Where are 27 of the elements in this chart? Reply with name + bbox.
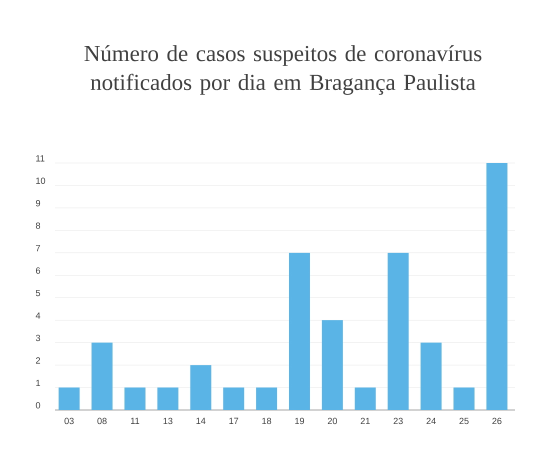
y-tick-label: 5 xyxy=(36,290,40,296)
y-tick-label: 1 xyxy=(36,380,40,386)
x-tick-label: 14 xyxy=(196,418,206,424)
x-tick-label: 17 xyxy=(229,418,238,424)
x-tick-label: 08 xyxy=(97,418,107,424)
x-tick-label: 25 xyxy=(459,418,469,424)
y-tick-label: 0 xyxy=(36,402,40,408)
y-tick-label: 8 xyxy=(36,222,40,229)
chart-title: Número de casos suspeitos de coronavírus notificados por dia em Bragança Paulista xyxy=(84,45,482,95)
x-tick-label: 03 xyxy=(64,418,74,424)
y-tick-label: 3 xyxy=(36,334,40,342)
x-tick-label: 18 xyxy=(262,418,272,424)
y-tick-label: 11 xyxy=(36,155,44,162)
x-tick-label: 20 xyxy=(328,418,338,424)
y-tick-label: 6 xyxy=(36,267,40,274)
x-tick-label: 26 xyxy=(492,418,502,424)
y-tick-label: 2 xyxy=(36,357,40,364)
y-tick-label: 7 xyxy=(36,245,40,252)
y-tick-label: 10 xyxy=(36,178,46,184)
y-tick-label: 9 xyxy=(36,200,40,206)
x-tick-label: 19 xyxy=(295,418,304,424)
x-tick-label: 11 xyxy=(130,418,140,424)
y-tick-label: 4 xyxy=(36,312,40,319)
x-tick-label: 13 xyxy=(164,418,172,424)
x-tick-label: 24 xyxy=(426,418,436,424)
x-tick-label: 21 xyxy=(360,418,370,424)
x-tick-label: 23 xyxy=(394,418,403,424)
